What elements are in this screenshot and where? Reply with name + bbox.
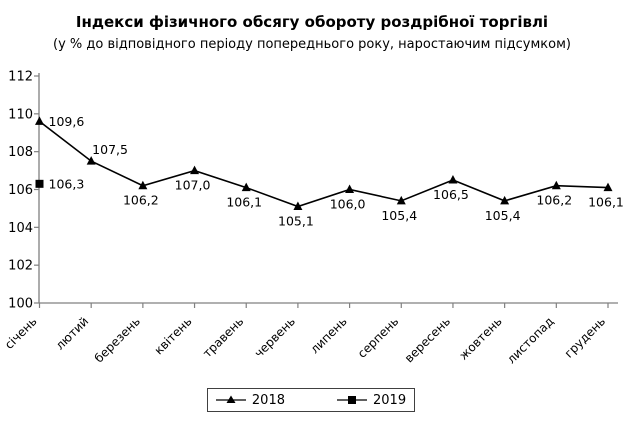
data-label: 109,6 <box>49 114 85 129</box>
y-tick-label: 100 <box>8 297 33 312</box>
data-label: 105,4 <box>485 208 521 223</box>
triangle-marker-icon <box>138 180 148 190</box>
triangle-marker-icon <box>190 165 200 175</box>
line-chart-plot: 100 102 104 106 108 110 112 січень лютий березень… <box>2 70 624 367</box>
triangle-marker-icon <box>396 195 406 205</box>
y-tick-label: 112 <box>8 70 33 85</box>
chart-subtitle: (у % до відповідного періоду попередньог… <box>53 37 571 52</box>
y-tick-label: 108 <box>8 145 33 160</box>
triangle-marker-icon <box>345 184 355 193</box>
legend-item-2018: 2018 <box>215 392 285 408</box>
legend-item-2019: 2019 <box>337 393 406 408</box>
data-label: 106,2 <box>123 193 159 208</box>
triangle-marker-icon <box>86 156 96 165</box>
x-category-label: січень <box>2 314 40 352</box>
data-label: 106,5 <box>433 187 469 202</box>
y-tick-label: 106 <box>8 183 33 198</box>
x-category-label: грудень <box>562 314 608 360</box>
triangle-marker-icon <box>603 182 613 192</box>
data-label: 107,0 <box>175 178 211 193</box>
data-label: 107,5 <box>92 142 128 157</box>
data-label: 106,0 <box>330 197 366 212</box>
x-category-label: липень <box>308 314 350 356</box>
x-category-label: березень <box>92 314 143 365</box>
data-label: 106,3 <box>49 176 85 191</box>
data-label: 105,4 <box>381 208 417 223</box>
legend: 2018 2019 <box>207 388 415 412</box>
x-category-label: серпень <box>355 314 401 360</box>
chart-title: Індекси фізичного обсягу обороту роздріб… <box>75 13 549 31</box>
triangle-marker-icon <box>293 201 303 211</box>
data-label: 106,2 <box>536 193 572 208</box>
triangle-marker-icon <box>35 116 44 125</box>
y-tick-label: 102 <box>8 259 33 274</box>
series-line-2018 <box>39 120 609 208</box>
data-label: 106,1 <box>588 195 624 210</box>
x-category-label: лютий <box>53 314 91 352</box>
x-category-label: вересень <box>402 314 453 365</box>
x-category-label: листопад <box>504 314 556 366</box>
x-category-label: квітень <box>152 314 195 357</box>
triangle-marker-icon <box>241 182 251 192</box>
square-marker-icon <box>337 396 367 404</box>
y-tick-label: 110 <box>8 107 33 122</box>
triangle-marker-icon <box>500 195 510 205</box>
triangle-marker-icon <box>448 175 458 184</box>
triangle-marker-icon <box>551 180 561 190</box>
legend-label-2019: 2019 <box>373 392 407 408</box>
x-category-label: травень <box>200 314 246 360</box>
y-tick-label: 104 <box>8 221 33 236</box>
data-label: 105,1 <box>278 214 314 229</box>
triangle-marker-icon <box>215 395 246 403</box>
square-marker-icon <box>35 179 44 188</box>
legend-label-2018: 2018 <box>251 392 285 408</box>
x-category-label: жовтень <box>456 314 504 362</box>
x-category-label: червень <box>252 314 298 360</box>
data-label: 106,1 <box>226 195 262 210</box>
